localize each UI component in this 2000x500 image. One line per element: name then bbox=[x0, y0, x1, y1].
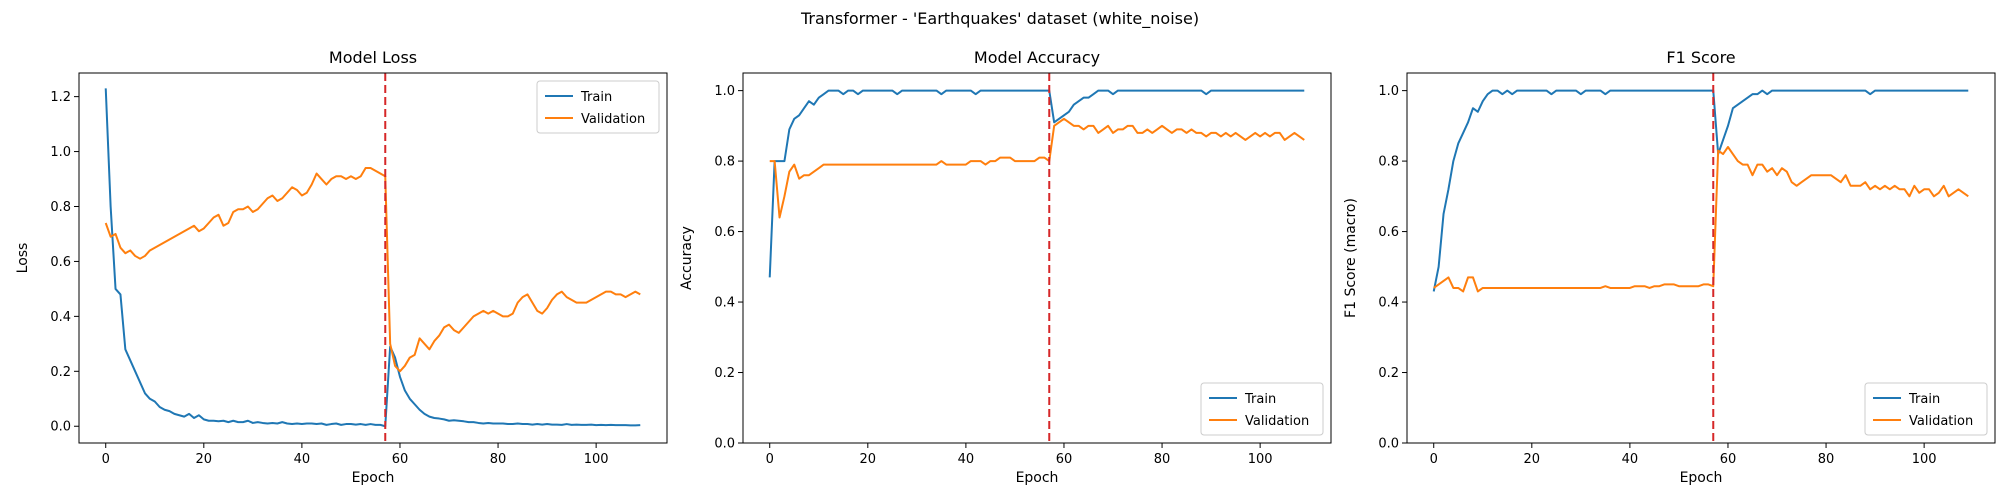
subplot-3: F1 Score 0 20 40 60 80 100 0.0 0.2 0.4 0.6 0.8 1.0 Ep… bbox=[1343, 48, 1996, 486]
series-line-train bbox=[1432, 89, 1969, 292]
plot-area bbox=[768, 73, 1305, 443]
y-axis-label: Accuracy bbox=[679, 226, 695, 290]
axes-frame bbox=[1406, 72, 1996, 444]
y-axis-label: F1 Score (macro) bbox=[1343, 198, 1359, 318]
y-tick-label: 0.6 bbox=[50, 255, 71, 270]
y-tick-label: 0.0 bbox=[1378, 437, 1399, 452]
x-tick-label: 60 bbox=[392, 452, 409, 467]
x-tick-label: 20 bbox=[1524, 452, 1541, 467]
y-tick-label: 1.0 bbox=[1378, 84, 1399, 99]
x-tick-label: 60 bbox=[1720, 452, 1737, 467]
subplot-1: Model Loss 0 20 40 60 80 100 0.0 0.2 0.4 0.6 0.8 1.0… bbox=[15, 48, 668, 486]
series-line-validation bbox=[769, 117, 1305, 219]
x-tick-label: 20 bbox=[860, 452, 877, 467]
legend: Train Validation bbox=[1200, 382, 1324, 436]
y-tick-label: 1.2 bbox=[50, 90, 71, 105]
legend-label-train: Train bbox=[1908, 392, 1940, 407]
x-tick-label: 20 bbox=[196, 452, 213, 467]
y-tick-label: 1.0 bbox=[714, 84, 735, 99]
plot-area bbox=[1432, 73, 1969, 443]
x-tick-label: 40 bbox=[294, 452, 311, 467]
series-line-train bbox=[768, 89, 1305, 278]
y-tick-label: 0.8 bbox=[714, 155, 735, 170]
x-tick-label: 40 bbox=[1622, 452, 1639, 467]
subplots-container: Model Loss 0 20 40 60 80 100 0.0 0.2 0.4 0.6 0.8 1.0… bbox=[15, 48, 1996, 486]
x-axis-label: Epoch bbox=[1680, 470, 1723, 486]
figure-suptitle: Transformer - 'Earthquakes' dataset (whi… bbox=[800, 9, 1199, 29]
x-tick-label: 80 bbox=[490, 452, 507, 467]
y-tick-label: 0.8 bbox=[1378, 155, 1399, 170]
x-tick-label: 80 bbox=[1818, 452, 1835, 467]
y-tick-label: 0.4 bbox=[1378, 296, 1399, 311]
y-axis-label: Loss bbox=[15, 243, 31, 274]
legend-label-validation: Validation bbox=[1245, 414, 1309, 429]
x-axis-label: Epoch bbox=[352, 470, 395, 486]
plot-area bbox=[104, 73, 641, 443]
y-tick-label: 0.0 bbox=[714, 437, 735, 452]
y-tick-label: 0.2 bbox=[714, 366, 735, 381]
legend-label-validation: Validation bbox=[581, 112, 645, 127]
x-tick-label: 0 bbox=[766, 452, 774, 467]
series-line-validation bbox=[104, 167, 641, 373]
subplot-title: Model Loss bbox=[329, 48, 417, 67]
series-line-train bbox=[104, 88, 641, 428]
x-axis-label: Epoch bbox=[1016, 470, 1059, 486]
y-tick-label: 0.6 bbox=[714, 225, 735, 240]
y-tick-label: 0.0 bbox=[50, 420, 71, 435]
y-tick-label: 0.6 bbox=[1378, 225, 1399, 240]
y-tick-label: 0.8 bbox=[50, 200, 71, 215]
x-tick-label: 100 bbox=[584, 452, 609, 467]
subplot-2: Model Accuracy 0 20 40 60 80 100 0.0 0.2 0.4 0.6 0.… bbox=[679, 48, 1332, 486]
x-tick-label: 60 bbox=[1056, 452, 1073, 467]
legend: Train Validation bbox=[536, 80, 660, 134]
subplot-title: Model Accuracy bbox=[974, 48, 1100, 67]
y-tick-label: 0.2 bbox=[1378, 366, 1399, 381]
subplot-title: F1 Score bbox=[1666, 48, 1735, 67]
legend-box bbox=[1864, 382, 1988, 436]
x-tick-label: 0 bbox=[102, 452, 110, 467]
y-tick-label: 0.4 bbox=[50, 310, 71, 325]
legend-box bbox=[1200, 382, 1324, 436]
legend-box bbox=[536, 80, 660, 134]
legend-label-validation: Validation bbox=[1909, 414, 1973, 429]
x-tick-label: 100 bbox=[1912, 452, 1937, 467]
axes-frame bbox=[742, 72, 1332, 444]
x-tick-label: 40 bbox=[958, 452, 975, 467]
x-tick-label: 0 bbox=[1430, 452, 1438, 467]
legend-label-train: Train bbox=[580, 90, 612, 105]
axes-frame bbox=[78, 72, 668, 444]
y-tick-label: 0.4 bbox=[714, 296, 735, 311]
series-line-validation bbox=[1433, 146, 1969, 293]
y-tick-label: 1.0 bbox=[50, 145, 71, 160]
x-tick-label: 100 bbox=[1248, 452, 1273, 467]
legend-label-train: Train bbox=[1244, 392, 1276, 407]
legend: Train Validation bbox=[1864, 382, 1988, 436]
y-tick-label: 0.2 bbox=[50, 365, 71, 380]
x-tick-label: 80 bbox=[1154, 452, 1171, 467]
